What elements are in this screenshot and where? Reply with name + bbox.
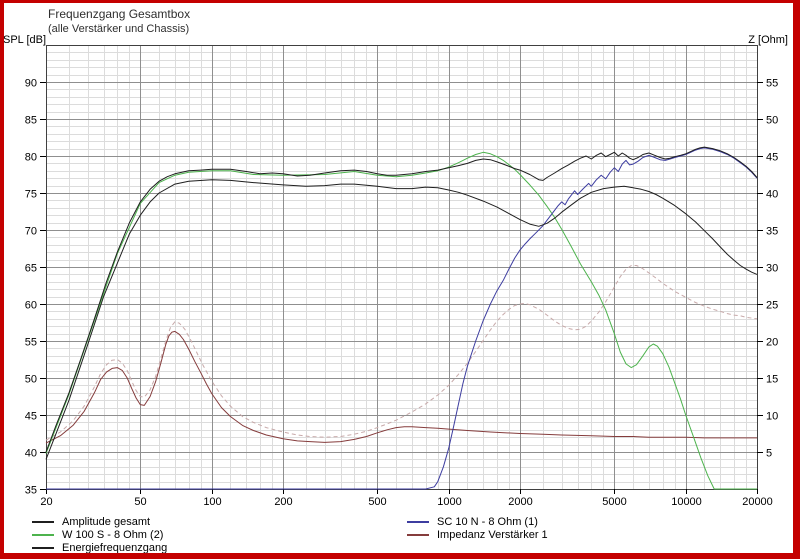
window-border-top: [0, 0, 800, 3]
y-left-tick-label: 35: [25, 485, 37, 497]
y-right-tick-label: 5: [766, 448, 772, 460]
woofer-curve: [45, 151, 757, 490]
energy-response-curve: [45, 179, 758, 460]
y-left-tick-label: 80: [25, 152, 37, 164]
y-right-tick-label: 15: [766, 374, 778, 386]
legend-label-impedance: Impedanz Verstärker 1: [437, 528, 548, 541]
x-tick-label: 5000: [602, 496, 626, 508]
y-left-tick-label: 75: [25, 189, 37, 201]
left-axis-title: SPL [dB]: [3, 34, 47, 46]
y-left-tick-label: 40: [25, 448, 37, 460]
legend-item-energy: Energiefrequenzgang: [32, 541, 167, 554]
legend-item-woofer: W 100 S - 8 Ohm (2): [32, 528, 163, 541]
legend-label-tweeter: SC 10 N - 8 Ohm (1): [437, 515, 538, 528]
tweeter-curve: [46, 147, 758, 490]
x-tick-label: 2000: [508, 496, 532, 508]
dashed-unlabeled-impedance-curve: [45, 265, 758, 441]
y-left-tick-label: 55: [25, 337, 37, 349]
legend-item-tweeter: SC 10 N - 8 Ohm (1): [407, 515, 538, 528]
y-left-tick-label: 70: [25, 226, 37, 238]
y-left-tick-label: 60: [25, 300, 37, 312]
window-border-bottom: [0, 553, 800, 559]
y-right-tick-label: 55: [766, 78, 778, 90]
window-border-left: [0, 0, 4, 559]
right-axis-title: Z [Ohm]: [748, 34, 788, 46]
x-tick-label: 500: [368, 496, 386, 508]
legend-swatch-energy: [32, 546, 54, 549]
legend-label-amplitude: Amplitude gesamt: [62, 515, 151, 528]
total-amplitude-curve: [45, 146, 758, 453]
impedance-curve: [45, 330, 757, 444]
y-right-tick-label: 25: [766, 300, 778, 312]
x-tick-label: 20: [40, 496, 52, 508]
chart-title: Frequenzgang Gesamtbox: [48, 7, 191, 21]
y-left-tick-label: 65: [25, 263, 37, 275]
legend-item-impedance: Impedanz Verstärker 1: [407, 528, 548, 541]
y-left-tick-label: 50: [25, 374, 37, 386]
y-left-tick-label: 85: [25, 115, 37, 127]
x-tick-label: 200: [274, 496, 292, 508]
x-tick-label: 50: [134, 496, 146, 508]
y-right-tick-label: 10: [766, 411, 778, 423]
window-border-right: [793, 0, 800, 559]
legend-swatch-amplitude: [32, 520, 54, 523]
y-left-tick-label: 45: [25, 411, 37, 423]
y-right-tick-label: 30: [766, 263, 778, 275]
y-left-tick-label: 90: [25, 78, 37, 90]
frequency-response-plot: 20 50 100 200 500 1000 2000 5000 10000 20000 90 85 8…: [25, 45, 778, 508]
legend-item-amplitude: Amplitude gesamt: [32, 515, 150, 528]
x-tick-label: 1000: [437, 496, 461, 508]
legend-swatch-woofer: [32, 533, 54, 536]
x-tick-label: 10000: [671, 496, 702, 508]
chart-subtitle: (alle Verstärker und Chassis): [48, 23, 190, 35]
legend-swatch-impedance: [407, 533, 429, 536]
y-right-tick-label: 20: [766, 337, 778, 349]
y-right-tick-label: 35: [766, 226, 778, 238]
x-tick-label: 100: [203, 496, 221, 508]
y-right-tick-label: 40: [766, 189, 778, 201]
y-right-tick-label: 50: [766, 115, 778, 127]
x-tick-label: 20000: [742, 496, 773, 508]
legend-label-woofer: W 100 S - 8 Ohm (2): [62, 528, 164, 541]
legend-swatch-tweeter: [407, 520, 429, 523]
y-right-tick-label: 45: [766, 152, 778, 164]
legend-label-energy: Energiefrequenzgang: [62, 541, 168, 554]
